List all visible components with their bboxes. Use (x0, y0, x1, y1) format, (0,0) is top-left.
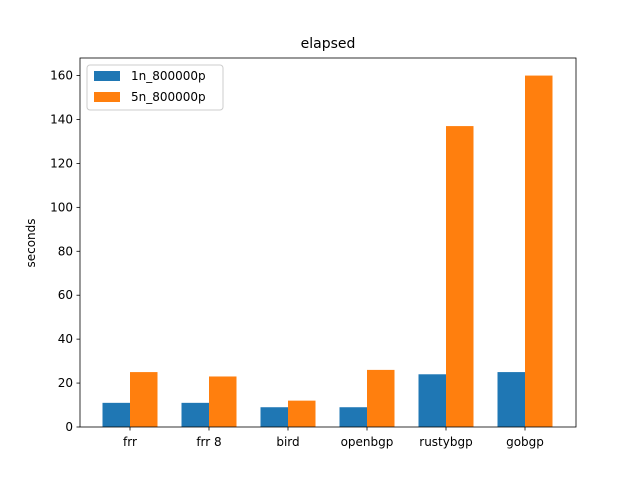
y-tick-label: 0 (65, 420, 73, 434)
y-tick-label: 100 (50, 200, 73, 214)
x-tick-label: rustybgp (419, 435, 472, 449)
legend-swatch (94, 71, 120, 81)
y-tick-label: 80 (58, 244, 73, 258)
y-tick-label: 140 (50, 113, 73, 127)
legend-label: 1n_800000p (131, 69, 206, 83)
y-axis-label: seconds (24, 218, 38, 267)
bar-1n_800000p-frr (102, 402, 130, 427)
legend-box (86, 64, 224, 111)
x-tick-label: openbgp (341, 435, 394, 449)
x-tick-label: bird (276, 435, 299, 449)
x-tick-label: gobgp (506, 435, 544, 449)
y-tick-label: 160 (50, 69, 73, 83)
x-tick-label: frr 8 (196, 435, 221, 449)
bar-5n_800000p-openbgp (367, 369, 395, 427)
bar-5n_800000p-frr (130, 372, 158, 427)
bar-5n_800000p-gobgp (525, 75, 553, 428)
bar-1n_800000p-frr-8 (181, 402, 209, 427)
legend: 1n_800000p 5n_800000p (86, 64, 224, 111)
bar-1n_800000p-openbgp (339, 407, 367, 427)
y-tick-label: 120 (50, 156, 73, 170)
x-tick-label: frr (123, 435, 137, 449)
plot-area-frame (79, 57, 577, 428)
bar-1n_800000p-bird (260, 407, 288, 427)
bar-5n_800000p-frr-8 (209, 376, 237, 427)
bar-1n_800000p-rustybgp (418, 374, 446, 427)
bar-1n_800000p-gobgp (497, 372, 525, 427)
bar-5n_800000p-bird (288, 400, 316, 427)
chart-title: elapsed (301, 36, 356, 52)
y-tick-label: 40 (58, 332, 73, 346)
bar-5n_800000p-rustybgp (446, 126, 474, 427)
y-tick-label: 20 (58, 376, 73, 390)
legend-label: 5n_800000p (131, 90, 206, 104)
y-tick-label: 60 (58, 288, 73, 302)
axis-ticks-group: frr frr 8 bird openbgp rustybgp gobgp 0 20 40 60 8… (50, 69, 544, 449)
bars-group (102, 75, 553, 428)
legend-swatch (94, 92, 120, 102)
